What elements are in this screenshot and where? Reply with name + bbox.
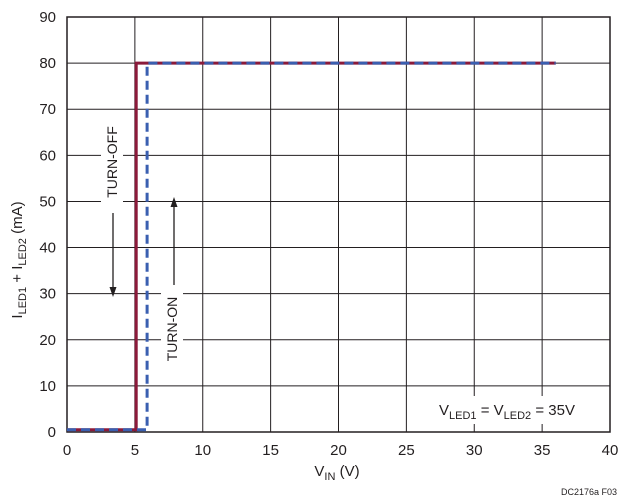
x-tick-label-20: 20 [330,442,347,459]
series-lines [67,61,556,432]
x-tick-label-15: 15 [262,442,279,459]
turn-on-label: TURN-ON [164,297,180,362]
x-tick-label-35: 35 [534,442,551,459]
turn-off-arrow [109,213,117,297]
turn-off-label: TURN-OFF [104,126,120,198]
y-tick-label-10: 10 [39,378,56,395]
series-line-turn-on [67,61,556,432]
turn-on-arrow [170,197,178,285]
condition-label-bg [430,396,602,424]
turn-on-label-bg [161,290,183,370]
y-tick-label-40: 40 [39,240,56,257]
plot-frame [66,16,611,433]
x-tick-label-25: 25 [398,442,415,459]
turn-off-label-bg [101,118,123,206]
y-tick-label-0: 0 [48,424,56,441]
y-tick-label-60: 60 [39,147,56,164]
y-tick-label-90: 90 [39,9,56,26]
y-tick-label-70: 70 [39,101,56,118]
y-tick-label-50: 50 [39,193,56,210]
x-tick-label-5: 5 [131,442,139,459]
x-tick-label-10: 10 [194,442,211,459]
tick-labels: 0 5 10 15 20 25 30 35 40 0 10 20 30 40 50 60 70 80 90 [39,9,618,459]
x-tick-label-40: 40 [602,442,619,459]
y-tick-label-80: 80 [39,55,56,72]
y-tick-label-30: 30 [39,286,56,303]
y-tick-label-20: 20 [39,332,56,349]
x-axis-label: VIN (V) [314,463,359,483]
y-axis-label: ILED1 + ILED2 (mA) [9,201,29,318]
x-tick-label-0: 0 [63,442,71,459]
series-line-turn-off [67,61,556,432]
condition-label: VLED1 = VLED2 = 35V [439,402,575,422]
figure-code: DC2176a F03 [561,487,617,497]
x-tick-label-30: 30 [466,442,483,459]
